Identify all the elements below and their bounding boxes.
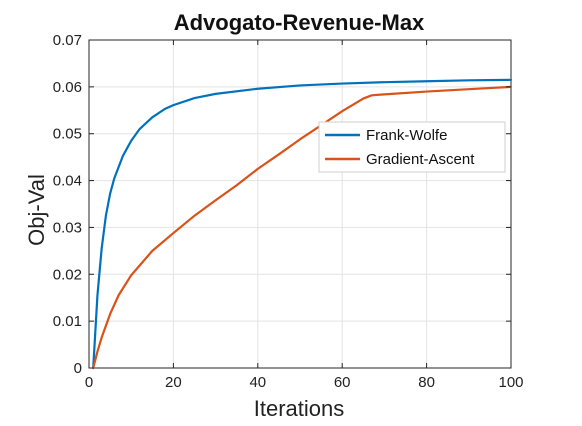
x-tick-label: 20 bbox=[165, 374, 182, 391]
x-tick-label: 80 bbox=[418, 374, 435, 391]
y-tick-label: 0.07 bbox=[53, 32, 82, 49]
y-axis-label: Obj-Val bbox=[24, 174, 49, 246]
series-lines bbox=[92, 78, 513, 370]
x-tick-label: 0 bbox=[85, 374, 93, 391]
y-tick-label: 0.05 bbox=[53, 126, 82, 143]
y-tick-label: 0.04 bbox=[53, 173, 82, 190]
legend: Frank-Wolfe Gradient-Ascent bbox=[318, 121, 506, 173]
plot-area bbox=[88, 39, 512, 369]
legend-label-gradient-ascent: Gradient-Ascent bbox=[366, 151, 475, 168]
chart-title: Advogato-Revenue-Max bbox=[174, 10, 425, 35]
y-tick-label: 0.06 bbox=[53, 79, 82, 96]
series-line-gradient-ascent bbox=[92, 85, 513, 370]
x-tick-label: 40 bbox=[249, 374, 266, 391]
y-tick-label: 0.01 bbox=[53, 313, 82, 330]
x-axis-label: Iterations bbox=[254, 396, 345, 421]
legend-label-frank-wolfe: Frank-Wolfe bbox=[366, 127, 447, 144]
y-tick-label: 0.02 bbox=[53, 266, 82, 283]
y-tick-label: 0 bbox=[74, 360, 82, 377]
series-line-frank-wolfe bbox=[92, 78, 513, 370]
x-tick-label: 60 bbox=[334, 374, 351, 391]
x-tick-label: 100 bbox=[498, 374, 523, 391]
axis-ticks: 0 20 40 60 80 100 0 0.01 0.02 0.03 0.04 0.05 0.06 0.0… bbox=[53, 32, 524, 391]
legend-box bbox=[318, 121, 506, 173]
y-tick-label: 0.03 bbox=[53, 219, 82, 236]
